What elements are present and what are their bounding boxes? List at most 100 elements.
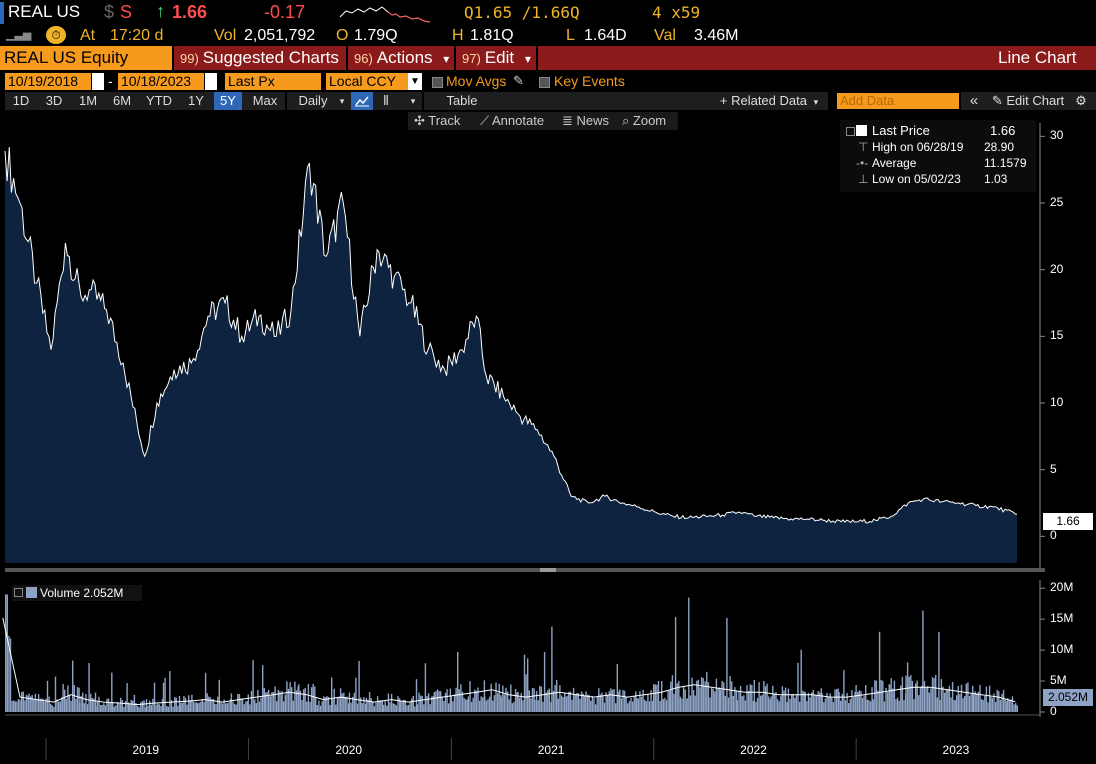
volume-bar [1001,693,1003,712]
key-events-checkbox[interactable] [539,77,550,88]
bar-chart-icon[interactable]: ⫴ [383,93,389,108]
volume-bar [766,683,768,712]
period-1y[interactable]: 1Y [188,93,204,108]
mov-avgs-label[interactable]: Mov Avgs [446,73,507,89]
volume-bar [890,678,892,712]
calendar-icon[interactable] [205,73,217,90]
clock-icon[interactable]: ⏱ [46,26,66,44]
volume-bar [112,702,114,712]
volume-bar [855,685,857,712]
chevron-down-icon[interactable]: ▾ [410,96,416,106]
net-change: -0.17 [264,2,306,22]
chevron-down-icon[interactable]: ▾ [339,96,345,106]
volume-bar [228,702,230,712]
period-ytd[interactable]: YTD [146,93,172,108]
volume-bar [200,701,202,712]
track-tool[interactable]: ✣ Track [414,112,460,130]
volume-bar [974,691,976,712]
edit-menu[interactable]: 97) Edit ▾ [462,46,531,70]
expand-icon[interactable] [14,588,23,597]
add-data-input[interactable]: Add Data [837,93,959,109]
period-3d[interactable]: 3D [45,93,63,108]
volume-bar [284,694,286,712]
period-max[interactable]: Max [252,93,278,108]
volume-bar [37,694,40,712]
year-tick-label: 2023 [942,743,970,757]
end-date-field[interactable]: 10/18/2023 [118,73,204,90]
volume-bar [264,692,267,712]
frequency-selector[interactable]: Daily [298,93,328,108]
volume-bar [34,693,37,712]
volume-bar [947,689,949,712]
price-chart[interactable] [0,113,1096,568]
line-chart-icon[interactable] [351,92,373,110]
volume-bar [596,696,598,712]
edit-chart-button[interactable]: ✎ Edit Chart [988,92,1068,110]
period-1m[interactable]: 1M [78,93,98,108]
volume-bar [539,685,541,712]
volume-bar [784,687,787,712]
ticker[interactable]: REAL US [8,2,81,21]
security-field[interactable]: REAL US Equity [0,46,172,70]
volume-tick-label: 5M [1050,673,1067,688]
volume-bar [861,697,864,712]
volume-bar [670,681,672,712]
volume-bar [985,686,988,712]
volume-bar [463,697,465,712]
volume-bar [475,691,478,712]
period-5y[interactable]: 5Y [214,92,242,110]
volume-bar [68,694,71,712]
volume-bar [157,703,159,712]
volume-bar [75,698,77,712]
volume-bar [534,699,536,712]
volume-bar [562,697,564,712]
volume-chart[interactable] [0,572,1096,764]
start-date-field[interactable]: 10/19/2018 [5,73,91,90]
volume-axis [5,580,1045,760]
currency-selector[interactable]: Local CCY [326,73,408,90]
volume-bar [194,702,196,712]
volume-bar [598,688,600,712]
field-selector[interactable]: Last Px [225,73,321,90]
volume-bar [987,702,989,712]
pencil-icon: ✎ [991,93,1003,108]
period-6m[interactable]: 6M [112,93,132,108]
volume-swatch-icon [26,587,37,598]
volume-bar [365,697,368,712]
volume-bar [717,688,719,712]
volume-bar [78,687,80,712]
volume-bar [753,680,755,712]
volume-bar [888,685,891,712]
zoom-tool[interactable]: ⌕ Zoom [622,112,666,130]
volume-bar [118,703,120,712]
splitter-handle[interactable] [540,568,556,572]
volume-bar [905,675,907,712]
volume-bar [488,696,491,712]
related-data-button[interactable]: + Related Data ▾ [712,92,826,110]
price-tick-label: 20 [1050,261,1064,276]
volume-bar [998,691,1000,712]
calendar-icon[interactable] [92,73,104,90]
volume-bar [787,688,790,712]
annotate-tool[interactable]: ⟋ Annotate [480,112,544,130]
volume-bar [883,701,886,712]
key-events-label[interactable]: Key Events [554,73,625,89]
volume-bar [433,692,435,712]
volume-bar [769,699,771,712]
volume-bar [968,696,971,712]
volume-bar [893,680,896,712]
volume-bar [644,699,646,712]
pencil-icon[interactable]: ✎ [513,73,524,88]
suggested-charts-menu[interactable]: 99) Suggested Charts [180,46,339,70]
volume-bar [661,681,663,712]
mov-avgs-checkbox[interactable] [432,77,443,88]
panel-splitter[interactable] [5,568,1045,572]
expand-icon[interactable] [846,127,855,136]
actions-menu[interactable]: 96) Actions ▾ [354,46,449,70]
chevron-down-icon[interactable]: ▼ [408,73,422,90]
news-tool[interactable]: ≣ News [562,112,609,130]
table-button[interactable]: Table [446,93,478,108]
gear-icon[interactable]: ⚙ [1075,93,1087,108]
collapse-icon[interactable]: « [969,92,979,109]
period-1d[interactable]: 1D [12,93,30,108]
